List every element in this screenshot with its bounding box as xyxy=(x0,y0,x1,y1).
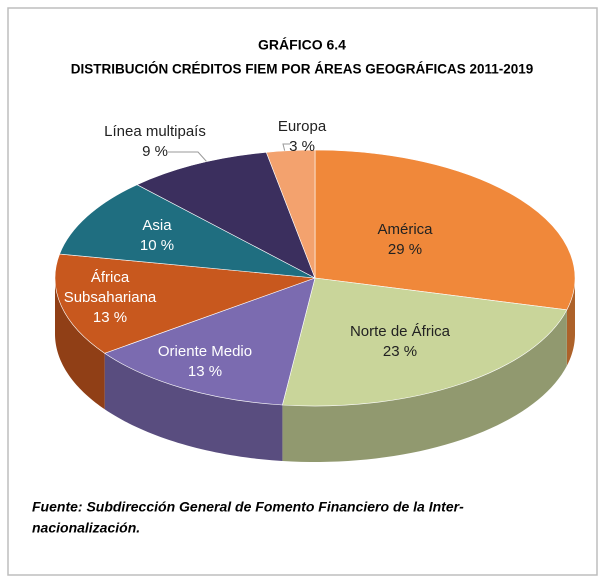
slice-label: Asia xyxy=(142,217,172,234)
slice-label: Línea multipaís xyxy=(104,123,206,140)
slice-label: Europa xyxy=(278,118,327,135)
footer: nacionalización. xyxy=(32,520,140,536)
slice-label: Norte de África xyxy=(350,323,451,340)
slice xyxy=(103,277,316,406)
slice-label: África Subsahariana xyxy=(64,269,157,306)
chart-subtitle: DISTRIBUCIÓN CRÉDITOS FIEM POR ÁREAS GEO… xyxy=(71,62,534,77)
slice xyxy=(265,149,316,279)
slice xyxy=(136,151,316,279)
slice xyxy=(59,184,316,279)
value-label: 3 % xyxy=(289,138,315,155)
value-label: 13 % xyxy=(93,309,127,326)
slice xyxy=(314,149,576,311)
chart-title: GRÁFICO 6.4 xyxy=(258,37,346,53)
slice-label: América xyxy=(377,221,433,238)
slice-side xyxy=(566,278,575,366)
slice-side xyxy=(282,309,567,462)
value-label: 10 % xyxy=(140,237,174,254)
value-label: 23 % xyxy=(383,343,417,360)
value-label: 13 % xyxy=(188,363,222,380)
value-label: 9 % xyxy=(142,143,168,160)
value-label: 29 % xyxy=(388,241,422,258)
slice xyxy=(282,277,568,407)
slice xyxy=(54,253,316,354)
slice-side xyxy=(55,278,105,410)
slice-label: Oriente Medio xyxy=(158,343,252,360)
slice-label-line: Subsahariana xyxy=(64,289,157,306)
slice-side xyxy=(104,353,283,461)
slice-label-line: África xyxy=(91,269,130,286)
footer: Fuente: Subdirección General de Fomento … xyxy=(32,499,464,515)
